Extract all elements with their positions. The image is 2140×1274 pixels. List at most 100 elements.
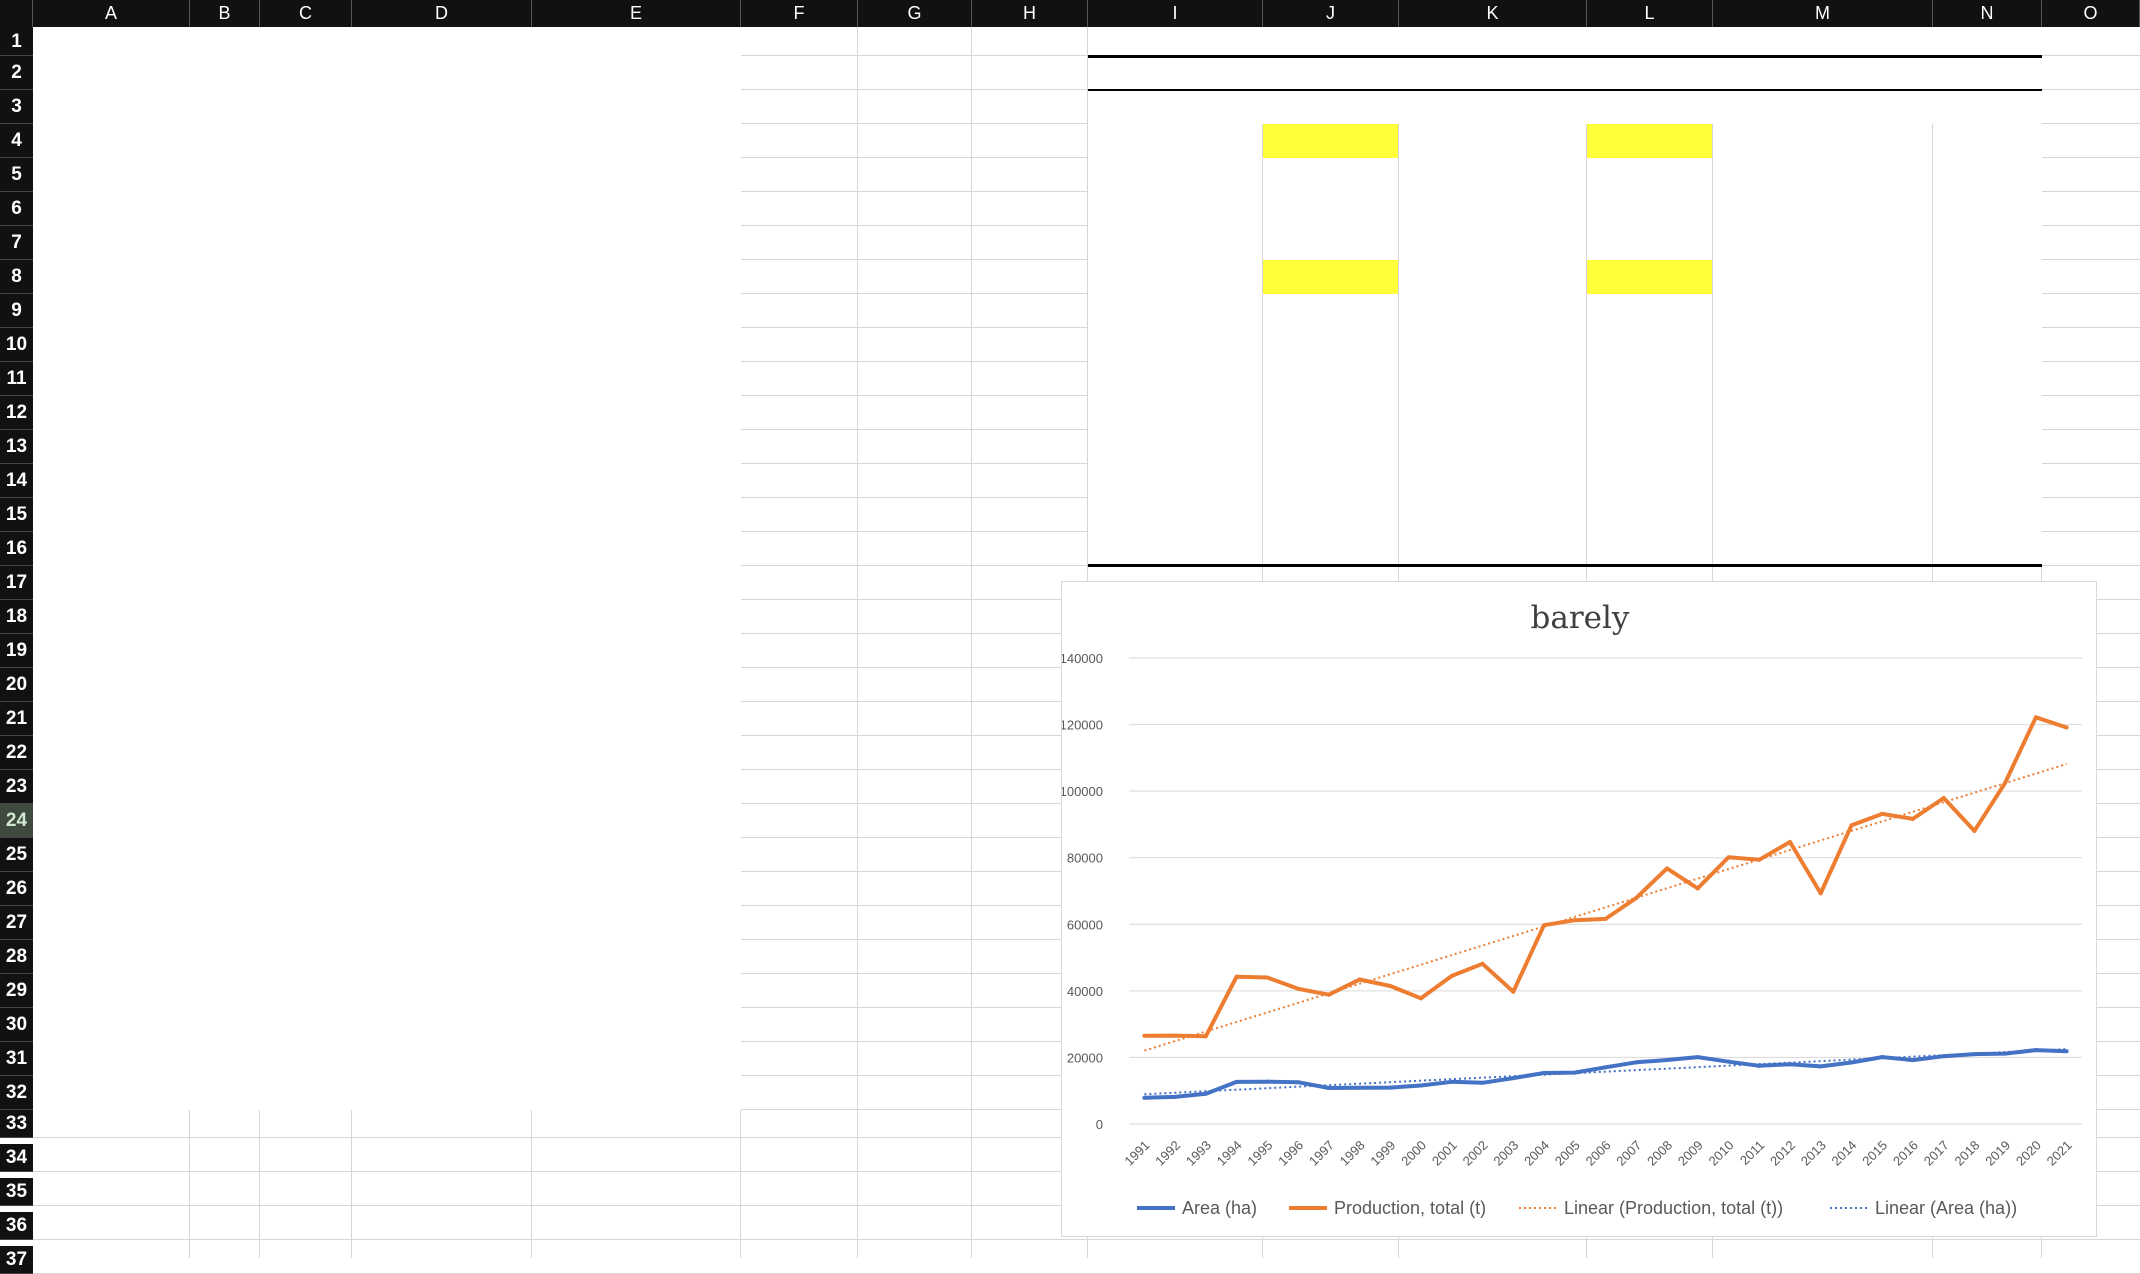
data-point[interactable]	[1787, 839, 1792, 844]
row-header-8[interactable]: 8	[0, 260, 33, 294]
table-cell[interactable]	[190, 464, 260, 498]
data-point[interactable]	[1572, 918, 1577, 923]
table-cell[interactable]	[190, 770, 260, 804]
stats-label[interactable]	[1713, 260, 1933, 294]
table-cell[interactable]	[190, 736, 260, 770]
stats-label[interactable]	[1088, 260, 1263, 294]
stats-label[interactable]	[1713, 158, 1933, 192]
line-chart[interactable]: barely 0 20000 40000 60000 80000 100000 120000 1…	[1061, 581, 2097, 1237]
table-cell[interactable]	[190, 226, 260, 260]
data-point[interactable]	[1941, 796, 1946, 801]
stats-label[interactable]	[1713, 532, 1933, 566]
stats-value[interactable]	[1933, 396, 2042, 430]
row-header-15[interactable]: 15	[0, 498, 33, 532]
table-cell[interactable]	[532, 90, 741, 124]
table-cell[interactable]	[190, 872, 260, 906]
table-cell[interactable]	[260, 668, 352, 702]
stats-label[interactable]	[1399, 464, 1587, 498]
stats-value[interactable]	[1263, 328, 1399, 362]
row-header-3[interactable]: 3	[0, 90, 33, 124]
table-cell[interactable]	[33, 498, 190, 532]
data-point[interactable]	[1972, 828, 1977, 833]
column-header-l[interactable]: L	[1587, 0, 1713, 27]
data-point[interactable]	[1203, 1034, 1208, 1039]
data-point[interactable]	[1664, 1057, 1669, 1062]
table-cell[interactable]	[33, 940, 190, 974]
table-cell[interactable]	[352, 56, 532, 90]
table-cell[interactable]	[532, 294, 741, 328]
stats-value[interactable]	[1263, 294, 1399, 328]
data-point[interactable]	[1326, 992, 1331, 997]
stats-label[interactable]	[1399, 294, 1587, 328]
stats-value[interactable]	[1933, 158, 2042, 192]
column-header-o[interactable]: O	[2042, 0, 2140, 27]
table-cell[interactable]	[33, 906, 190, 940]
data-point[interactable]	[2033, 715, 2038, 720]
table-cell[interactable]	[352, 974, 532, 1008]
data-point[interactable]	[1818, 1064, 1823, 1069]
table-cell[interactable]	[260, 396, 352, 430]
table-cell[interactable]	[352, 90, 532, 124]
column-header-g[interactable]: G	[858, 0, 972, 27]
table-header-cell[interactable]	[532, 27, 741, 56]
data-point[interactable]	[1449, 973, 1454, 978]
stats-value[interactable]	[1263, 260, 1399, 294]
stats-label[interactable]	[1399, 328, 1587, 362]
stats-value[interactable]	[1933, 192, 2042, 226]
table-cell[interactable]	[190, 294, 260, 328]
data-point[interactable]	[1449, 1079, 1454, 1084]
table-cell[interactable]	[532, 974, 741, 1008]
table-cell[interactable]	[190, 260, 260, 294]
stats-value[interactable]	[1587, 192, 1713, 226]
table-cell[interactable]	[532, 396, 741, 430]
stats-label[interactable]	[1399, 430, 1587, 464]
stats-value[interactable]	[1263, 498, 1399, 532]
row-header-31[interactable]: 31	[0, 1042, 33, 1076]
table-cell[interactable]	[33, 634, 190, 668]
stats-label[interactable]	[1713, 362, 1933, 396]
stats-label[interactable]	[1088, 464, 1263, 498]
table-cell[interactable]	[190, 498, 260, 532]
table-cell[interactable]	[260, 566, 352, 600]
table-cell[interactable]	[532, 634, 741, 668]
data-point[interactable]	[1910, 816, 1915, 821]
table-cell[interactable]	[352, 1076, 532, 1110]
stats-header[interactable]	[1088, 56, 1399, 90]
stats-value[interactable]	[1587, 294, 1713, 328]
data-point[interactable]	[1203, 1091, 1208, 1096]
table-cell[interactable]	[532, 124, 741, 158]
table-cell[interactable]	[33, 294, 190, 328]
table-cell[interactable]	[352, 396, 532, 430]
data-point[interactable]	[1695, 1055, 1700, 1060]
table-cell[interactable]	[352, 124, 532, 158]
stats-header[interactable]	[1713, 56, 2042, 90]
row-header-1[interactable]: 1	[0, 27, 33, 56]
table-cell[interactable]	[260, 600, 352, 634]
table-cell[interactable]	[532, 430, 741, 464]
table-cell[interactable]	[33, 328, 190, 362]
table-cell[interactable]	[260, 532, 352, 566]
table-cell[interactable]	[260, 1008, 352, 1042]
row-header-4[interactable]: 4	[0, 124, 33, 158]
table-cell[interactable]	[33, 532, 190, 566]
table-cell[interactable]	[260, 192, 352, 226]
table-cell[interactable]	[260, 362, 352, 396]
data-point[interactable]	[1296, 1080, 1301, 1085]
table-cell[interactable]	[532, 838, 741, 872]
table-cell[interactable]	[33, 736, 190, 770]
table-cell[interactable]	[190, 90, 260, 124]
table-cell[interactable]	[190, 974, 260, 1008]
row-header-24[interactable]: 24	[0, 804, 33, 838]
data-point[interactable]	[1726, 855, 1731, 860]
table-cell[interactable]	[352, 668, 532, 702]
table-cell[interactable]	[260, 294, 352, 328]
data-point[interactable]	[1265, 1079, 1270, 1084]
data-point[interactable]	[1603, 1065, 1608, 1070]
table-cell[interactable]	[532, 566, 741, 600]
data-point[interactable]	[1265, 975, 1270, 980]
data-point[interactable]	[1880, 1055, 1885, 1060]
table-cell[interactable]	[352, 1008, 532, 1042]
data-point[interactable]	[1388, 1085, 1393, 1090]
row-header-11[interactable]: 11	[0, 362, 33, 396]
stats-value[interactable]	[1933, 328, 2042, 362]
